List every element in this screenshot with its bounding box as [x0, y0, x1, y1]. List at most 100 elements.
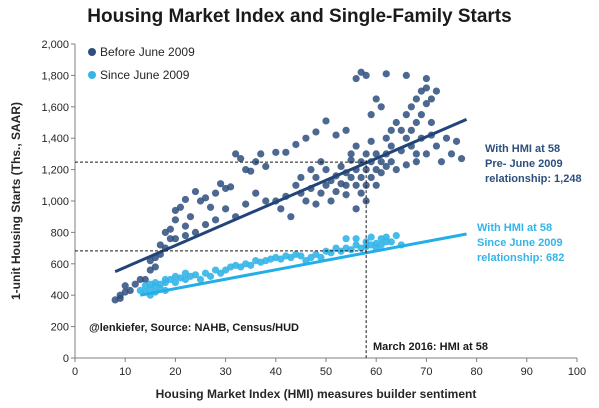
point-before-june-2009: [126, 286, 134, 295]
point-before-june-2009: [166, 235, 174, 243]
point-since-june-2009: [392, 231, 400, 240]
point-before-june-2009: [227, 183, 235, 191]
point-before-june-2009: [392, 166, 400, 174]
point-before-june-2009: [312, 200, 320, 208]
point-before-june-2009: [392, 118, 400, 127]
point-before-june-2009: [362, 71, 370, 79]
point-since-june-2009: [181, 269, 190, 277]
point-before-june-2009: [402, 161, 410, 169]
point-before-june-2009: [322, 166, 330, 174]
point-before-june-2009: [407, 103, 415, 111]
point-before-june-2009: [181, 222, 190, 230]
point-before-june-2009: [247, 167, 255, 175]
point-before-june-2009: [252, 189, 260, 197]
y-tick-label: 1,600: [41, 102, 69, 114]
y-tick-label: 800: [51, 227, 69, 239]
point-before-june-2009: [297, 173, 305, 182]
annotation-march-2016: March 2016: HMI at 58: [373, 341, 488, 353]
legend-label: Before June 2009: [100, 45, 195, 59]
point-before-june-2009: [352, 142, 360, 150]
point-before-june-2009: [347, 150, 355, 158]
point-before-june-2009: [437, 158, 446, 166]
point-before-june-2009: [242, 200, 250, 208]
point-before-june-2009: [427, 118, 436, 127]
point-before-june-2009: [342, 126, 350, 134]
y-tick-label: 1,800: [41, 70, 69, 82]
point-before-june-2009: [282, 148, 290, 156]
legend-marker: [88, 71, 96, 79]
point-before-june-2009: [302, 134, 310, 142]
point-since-june-2009: [347, 246, 355, 254]
point-before-june-2009: [367, 173, 375, 182]
annotation-since-2009: Since June 2009: [477, 237, 563, 249]
point-before-june-2009: [387, 142, 395, 150]
annotation-since-2009: relationship: 682: [477, 252, 564, 264]
x-tick-label: 60: [370, 366, 382, 378]
y-tick-label: 2,000: [41, 39, 69, 51]
x-tick-label: 40: [270, 366, 282, 378]
x-tick-label: 70: [420, 366, 432, 378]
point-before-june-2009: [402, 71, 410, 79]
point-before-june-2009: [151, 263, 159, 271]
point-before-june-2009: [457, 155, 466, 163]
point-before-june-2009: [201, 220, 210, 229]
x-tick-label: 20: [169, 366, 181, 378]
x-tick-label: 0: [72, 366, 78, 378]
point-before-june-2009: [362, 166, 370, 174]
y-tick-label: 400: [51, 290, 69, 302]
point-since-june-2009: [161, 275, 169, 284]
point-before-june-2009: [176, 203, 185, 211]
point-before-june-2009: [222, 205, 230, 213]
point-before-june-2009: [181, 195, 190, 204]
y-tick-label: 1,400: [41, 133, 69, 145]
point-before-june-2009: [171, 235, 179, 243]
point-before-june-2009: [402, 111, 410, 119]
point-before-june-2009: [186, 213, 195, 221]
point-before-june-2009: [237, 155, 245, 163]
point-before-june-2009: [166, 225, 174, 233]
point-before-june-2009: [377, 169, 385, 177]
point-before-june-2009: [191, 228, 200, 236]
point-before-june-2009: [422, 84, 430, 92]
y-tick-label: 200: [51, 322, 69, 334]
point-before-june-2009: [352, 205, 360, 213]
y-tick-label: 600: [51, 259, 69, 271]
point-before-june-2009: [347, 173, 355, 182]
point-before-june-2009: [206, 203, 215, 211]
point-since-june-2009: [367, 233, 375, 241]
point-before-june-2009: [342, 191, 350, 199]
point-since-june-2009: [191, 271, 200, 279]
point-before-june-2009: [347, 156, 355, 164]
point-before-june-2009: [201, 194, 210, 202]
point-before-june-2009: [211, 189, 220, 197]
point-before-june-2009: [287, 213, 295, 221]
point-before-june-2009: [427, 95, 436, 103]
annotation-since-2009: With HMI at 58: [477, 222, 552, 234]
y-tick-label: 1,200: [41, 165, 69, 177]
point-since-june-2009: [196, 275, 205, 284]
point-before-june-2009: [327, 197, 335, 205]
point-before-june-2009: [292, 181, 300, 189]
point-before-june-2009: [262, 162, 270, 171]
point-before-june-2009: [422, 74, 430, 83]
y-tick-label: 1,000: [41, 196, 69, 208]
point-before-june-2009: [367, 111, 375, 119]
x-tick-label: 10: [119, 366, 131, 378]
point-before-june-2009: [377, 103, 385, 111]
point-before-june-2009: [352, 181, 360, 189]
point-before-june-2009: [452, 137, 461, 145]
point-before-june-2009: [372, 95, 380, 103]
point-before-june-2009: [317, 189, 325, 197]
point-before-june-2009: [322, 181, 330, 189]
x-tick-label: 90: [521, 366, 533, 378]
point-before-june-2009: [216, 180, 225, 188]
point-before-june-2009: [407, 126, 415, 134]
point-before-june-2009: [372, 150, 380, 158]
point-before-june-2009: [412, 158, 420, 166]
point-before-june-2009: [397, 126, 405, 134]
point-before-june-2009: [417, 111, 425, 119]
point-before-june-2009: [412, 118, 420, 127]
y-axis-title: 1-unit Housing Starts (Ths., SAAR): [9, 102, 23, 300]
point-since-june-2009: [352, 235, 360, 243]
point-before-june-2009: [337, 162, 345, 171]
